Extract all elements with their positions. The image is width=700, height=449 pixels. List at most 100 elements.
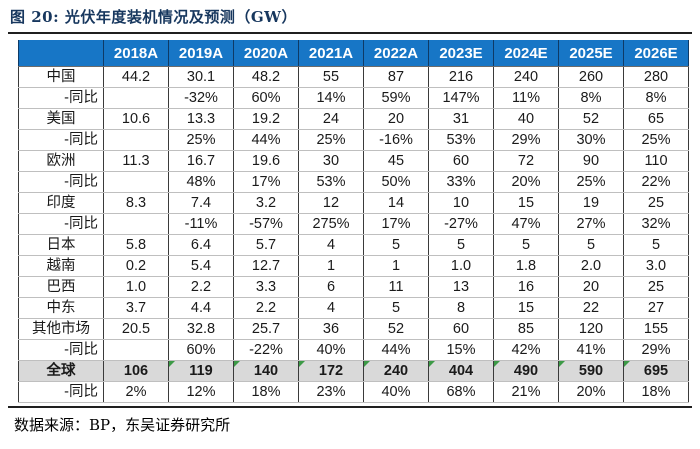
table-cell: 5 — [493, 234, 559, 256]
table-cell: 4 — [298, 234, 364, 256]
table-cell: 12% — [168, 381, 234, 403]
table-cell: 1 — [363, 255, 429, 277]
table-cell: 25% — [298, 129, 364, 151]
row-label: -同比 — [18, 87, 104, 109]
table-cell: 33% — [428, 171, 494, 193]
corner-cell — [18, 40, 104, 67]
table-cell: 8.3 — [103, 192, 169, 214]
table-cell: 2% — [103, 381, 169, 403]
table-cell: 3.3 — [233, 276, 299, 298]
table-cell — [103, 129, 169, 151]
formula-indicator-icon — [234, 361, 240, 367]
table-cell: 25.7 — [233, 318, 299, 340]
table-cell: 120 — [558, 318, 624, 340]
column-header: 2023E — [428, 40, 494, 67]
table-cell: 22% — [623, 171, 689, 193]
table-cell: 40 — [493, 108, 559, 130]
table-cell: 14% — [298, 87, 364, 109]
table-cell: 20% — [493, 171, 559, 193]
table-row: 中国 44.2 30.1 48.2 55 87 216 240 260 280 — [18, 66, 689, 88]
table-cell: 90 — [558, 150, 624, 172]
table-cell: 10 — [428, 192, 494, 214]
table-cell: 23% — [298, 381, 364, 403]
table-cell: 44% — [363, 339, 429, 361]
table-cell: 5 — [428, 234, 494, 256]
table-cell: 32% — [623, 213, 689, 235]
row-label: 印度 — [18, 192, 104, 214]
table-cell: 48.2 — [233, 66, 299, 88]
table-cell: 11% — [493, 87, 559, 109]
table-cell — [103, 171, 169, 193]
table-cell: 11.3 — [103, 150, 169, 172]
table-cell: 5 — [623, 234, 689, 256]
table-cell: 13 — [428, 276, 494, 298]
formula-indicator-icon — [559, 361, 565, 367]
table-cell: 87 — [363, 66, 429, 88]
table-cell: 6 — [298, 276, 364, 298]
formula-indicator-icon — [494, 361, 500, 367]
table-cell: 7.4 — [168, 192, 234, 214]
table-cell: 17% — [363, 213, 429, 235]
formula-indicator-icon — [429, 361, 435, 367]
table-cell: 31 — [428, 108, 494, 130]
table-cell: 30 — [298, 150, 364, 172]
table-cell: 36 — [298, 318, 364, 340]
table-cell: 5 — [363, 234, 429, 256]
column-header: 2025E — [558, 40, 624, 67]
table-cell: 16.7 — [168, 150, 234, 172]
row-label: 越南 — [18, 255, 104, 277]
formula-indicator-icon — [169, 361, 175, 367]
row-label: -同比 — [18, 129, 104, 151]
table-cell: 22 — [558, 297, 624, 319]
table-cell: 60% — [168, 339, 234, 361]
table-cell: 5.4 — [168, 255, 234, 277]
table-row: 欧洲 11.3 16.7 19.6 30 45 60 72 90 110 — [18, 150, 689, 172]
table-cell: 119 — [168, 360, 234, 382]
table-cell: 50% — [363, 171, 429, 193]
table-cell: 52 — [558, 108, 624, 130]
table-row: 中东 3.7 4.4 2.2 4 5 8 15 22 27 — [18, 297, 689, 319]
table-cell: 1 — [298, 255, 364, 277]
table-cell: 29% — [623, 339, 689, 361]
table-cell: 5.7 — [233, 234, 299, 256]
table-cell: 3.7 — [103, 297, 169, 319]
pv-install-table: 2018A 2019A 2020A 2021A 2022A 2023E 2024E 2025E… — [18, 40, 689, 403]
table-cell: 20 — [558, 276, 624, 298]
top-rule — [8, 32, 692, 34]
column-header: 2024E — [493, 40, 559, 67]
table-cell: 5 — [558, 234, 624, 256]
row-label: 欧洲 — [18, 150, 104, 172]
table-row: 其他市场 20.5 32.8 25.7 36 52 60 85 120 155 — [18, 318, 689, 340]
table-cell: -27% — [428, 213, 494, 235]
row-label: -同比 — [18, 381, 104, 403]
table-cell: 5 — [363, 297, 429, 319]
table-cell: 53% — [298, 171, 364, 193]
table-cell: -11% — [168, 213, 234, 235]
table-row: 巴西 1.0 2.2 3.3 6 11 13 16 20 25 — [18, 276, 689, 298]
table-cell: -32% — [168, 87, 234, 109]
row-label: -同比 — [18, 339, 104, 361]
table-cell: 15 — [493, 297, 559, 319]
table-cell: -57% — [233, 213, 299, 235]
table-cell: 85 — [493, 318, 559, 340]
table-cell: -22% — [233, 339, 299, 361]
table-cell: 21% — [493, 381, 559, 403]
table-cell: 25% — [168, 129, 234, 151]
row-label: -同比 — [18, 171, 104, 193]
table-cell: 44.2 — [103, 66, 169, 88]
table-cell: 19.2 — [233, 108, 299, 130]
table-cell: -16% — [363, 129, 429, 151]
table-cell: 20% — [558, 381, 624, 403]
table-cell: 60 — [428, 318, 494, 340]
table-cell: 280 — [623, 66, 689, 88]
row-label: 其他市场 — [18, 318, 104, 340]
table-row: -同比 60% -22% 40% 44% 15% 42% 41% 29% — [18, 339, 689, 361]
table-cell: 40% — [363, 381, 429, 403]
formula-indicator-icon — [299, 361, 305, 367]
table-cell: 490 — [493, 360, 559, 382]
table-cell: 60% — [233, 87, 299, 109]
table-cell: 1.0 — [103, 276, 169, 298]
table-cell: 240 — [493, 66, 559, 88]
table-cell: 590 — [558, 360, 624, 382]
table-cell: 216 — [428, 66, 494, 88]
